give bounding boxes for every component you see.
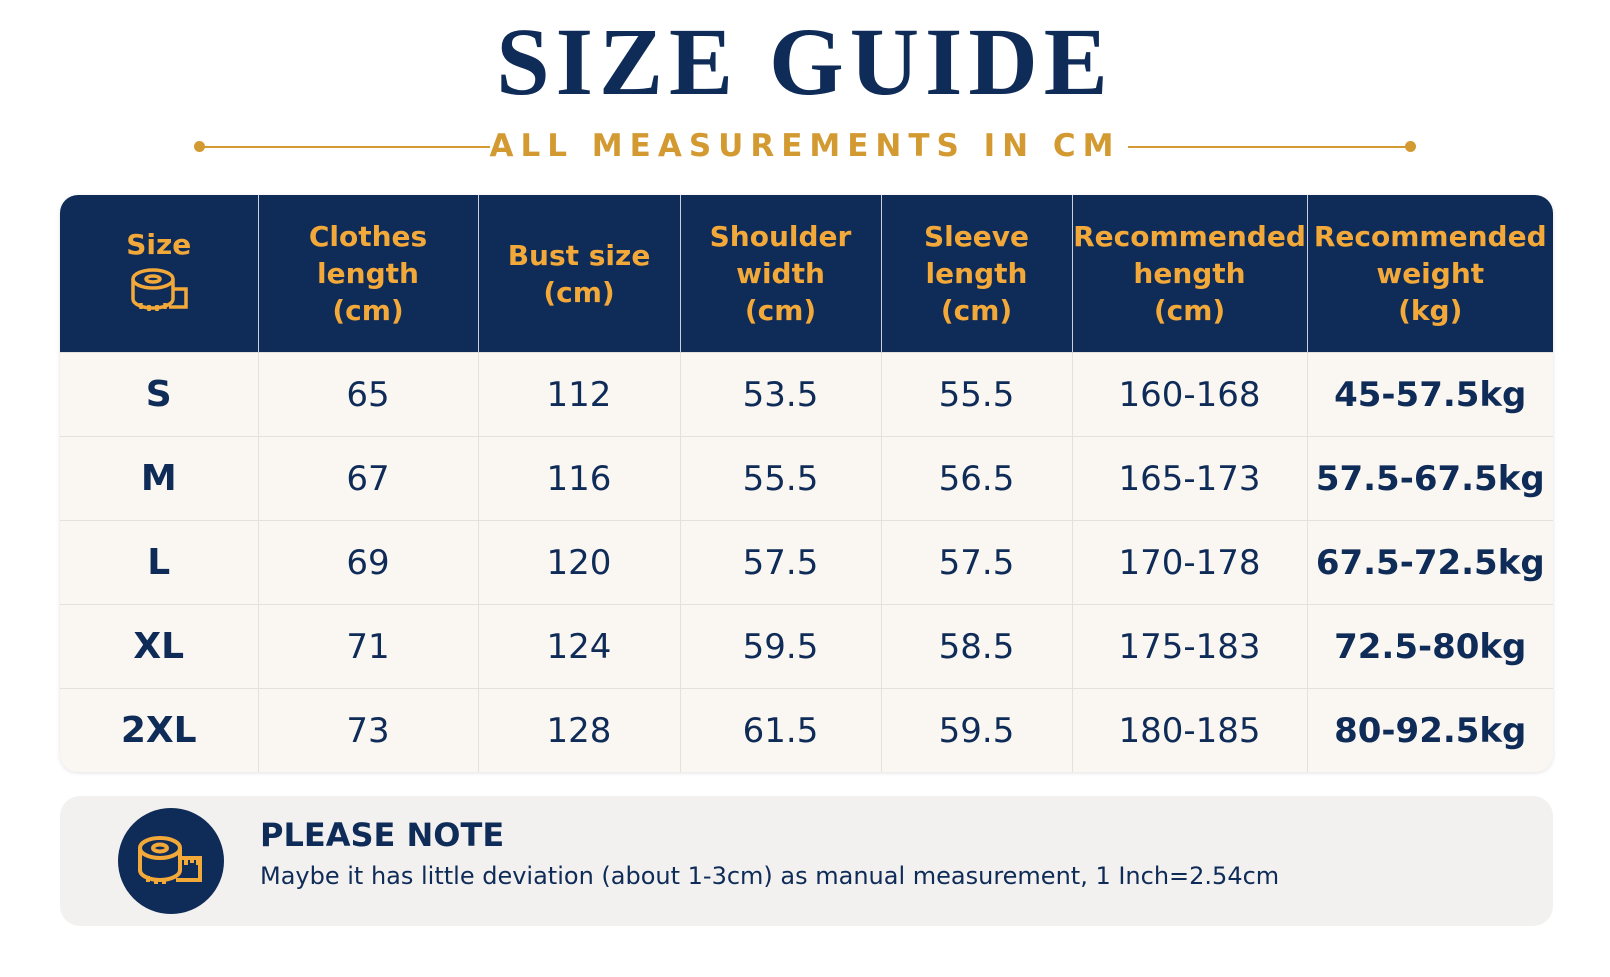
value-cell: 58.5 — [880, 604, 1072, 689]
value-cell: 56.5 — [880, 436, 1072, 521]
value-cell: 73 — [257, 688, 478, 772]
size-row: L 69 120 57.5 57.5 170-178 67.5-72.5kg — [60, 520, 1553, 605]
size-row: 2XL 73 128 61.5 59.5 180-185 80-92.5kg — [60, 688, 1553, 772]
value-cell: 175-183 — [1071, 604, 1307, 689]
value-cell: 72.5-80kg — [1306, 604, 1553, 689]
column-header-line: length — [317, 257, 419, 290]
column-header-line: (kg) — [1398, 294, 1463, 327]
value-cell: 57.5-67.5kg — [1306, 436, 1553, 521]
column-header: Recommended weight (kg) — [1306, 195, 1553, 353]
ornament-dot — [1405, 141, 1416, 152]
note-box: PLEASE NOTE Maybe it has little deviatio… — [60, 796, 1553, 926]
value-cell: 116 — [477, 436, 680, 521]
table-body: S 65 112 53.5 55.5 160-168 45-57.5kg M 67 116 55.5… — [60, 352, 1553, 772]
value-cell: 165-173 — [1071, 436, 1307, 521]
value-cell: 128 — [477, 688, 680, 772]
ornament-line — [1128, 146, 1410, 148]
note-text: Maybe it has little deviation (about 1-3… — [260, 862, 1280, 890]
value-cell: 124 — [477, 604, 680, 689]
value-cell: 59.5 — [880, 688, 1072, 772]
size-row: M 67 116 55.5 56.5 165-173 57.5-67.5kg — [60, 436, 1553, 521]
column-header-line: weight — [1376, 257, 1485, 290]
value-cell: 57.5 — [880, 520, 1072, 605]
tape-icon — [131, 267, 188, 311]
column-header-line: Bust size — [507, 238, 651, 272]
size-cell: XL — [60, 604, 258, 689]
value-cell: 180-185 — [1071, 688, 1307, 772]
ornament-line — [200, 146, 490, 148]
value-cell: 69 — [257, 520, 478, 605]
size-cell: S — [60, 352, 258, 437]
value-cell: 65 — [257, 352, 478, 437]
note-icon — [118, 808, 224, 914]
column-header-line: width — [736, 257, 825, 290]
size-row: S 65 112 53.5 55.5 160-168 45-57.5kg — [60, 352, 1553, 437]
size-row: XL 71 124 59.5 58.5 175-183 72.5-80kg — [60, 604, 1553, 689]
column-header-line: Shoulder — [709, 220, 852, 253]
value-cell: 55.5 — [880, 352, 1072, 437]
note-title: PLEASE NOTE — [260, 816, 505, 854]
value-cell: 112 — [477, 352, 680, 437]
value-cell: 45-57.5kg — [1306, 352, 1553, 437]
title: SIZE GUIDE — [496, 8, 1114, 115]
value-cell: 61.5 — [679, 688, 881, 772]
value-cell: 67.5-72.5kg — [1306, 520, 1553, 605]
column-header: Size — [60, 195, 258, 353]
value-cell: 80-92.5kg — [1306, 688, 1553, 772]
value-cell: 160-168 — [1071, 352, 1307, 437]
column-header-line: (cm) — [744, 294, 817, 327]
column-header-line: Clothes — [308, 220, 428, 253]
column-header: Recommended hength (cm) — [1071, 195, 1307, 353]
column-header-line: Recommended — [1313, 220, 1547, 253]
size-cell: 2XL — [60, 688, 258, 772]
column-header-line: (cm) — [1153, 294, 1226, 327]
size-table-container: Size Clothes length (cm) Bust size (cm) Should… — [60, 195, 1553, 772]
header-row: Size Clothes length (cm) Bust size (cm) Should… — [60, 195, 1553, 353]
size-cell: L — [60, 520, 258, 605]
column-header-line: Recommended — [1073, 220, 1306, 253]
column-header-line: (cm) — [543, 275, 615, 309]
column-header-line: (cm) — [940, 294, 1013, 327]
column-header: Sleeve length (cm) — [880, 195, 1072, 353]
value-cell: 170-178 — [1071, 520, 1307, 605]
size-table: Size Clothes length (cm) Bust size (cm) Should… — [60, 195, 1553, 772]
value-cell: 71 — [257, 604, 478, 689]
ornament-dot — [194, 141, 205, 152]
column-header: Bust size (cm) — [477, 195, 680, 353]
column-header: Clothes length (cm) — [257, 195, 478, 353]
value-cell: 55.5 — [679, 436, 881, 521]
value-cell: 59.5 — [679, 604, 881, 689]
column-header-line: Sleeve — [924, 220, 1029, 253]
value-cell: 57.5 — [679, 520, 881, 605]
column-header-line: length — [925, 257, 1028, 290]
subtitle: ALL MEASUREMENTS IN CM — [489, 128, 1121, 164]
column-header-line: (cm) — [332, 294, 404, 327]
column-header: Shoulder width (cm) — [679, 195, 881, 353]
column-header-line: hength — [1133, 257, 1246, 290]
size-cell: M — [60, 436, 258, 521]
value-cell: 120 — [477, 520, 680, 605]
column-header-line: Size — [126, 227, 192, 261]
value-cell: 67 — [257, 436, 478, 521]
value-cell: 53.5 — [679, 352, 881, 437]
